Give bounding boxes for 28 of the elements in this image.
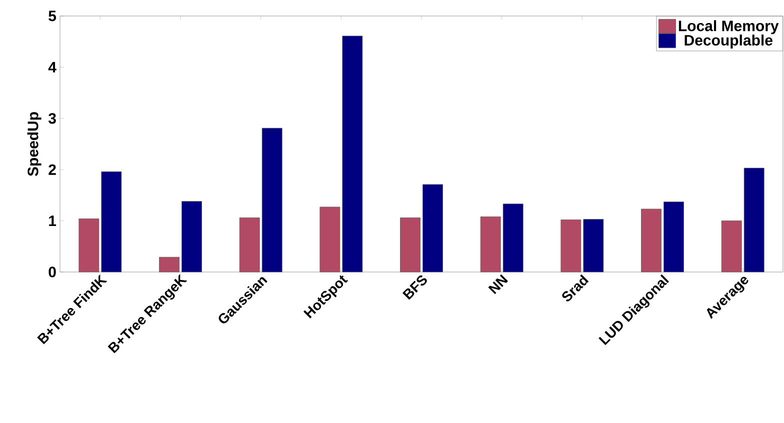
bar bbox=[502, 204, 524, 272]
bar bbox=[641, 208, 662, 272]
bar bbox=[664, 202, 684, 272]
bar bbox=[182, 201, 202, 272]
bar bbox=[101, 171, 122, 272]
bar bbox=[422, 184, 443, 272]
bar bbox=[239, 218, 260, 272]
y-tick-label: 5 bbox=[48, 10, 56, 22]
bar bbox=[320, 206, 340, 272]
y-axis-title: SpeedUp bbox=[27, 112, 42, 176]
x-tick-label: NN bbox=[488, 274, 508, 294]
bar bbox=[78, 218, 100, 272]
legend-label: Decouplable bbox=[684, 34, 772, 49]
legend-label: Local Memory bbox=[678, 20, 779, 34]
bar bbox=[400, 218, 420, 272]
y-tick-label: 3 bbox=[48, 113, 56, 124]
bar bbox=[721, 220, 742, 272]
bar bbox=[560, 220, 582, 272]
y-tick-label: 1 bbox=[49, 216, 56, 226]
bar bbox=[744, 168, 764, 272]
bar bbox=[480, 216, 501, 272]
bar bbox=[342, 36, 363, 272]
bar bbox=[583, 219, 604, 272]
y-tick-label: 0 bbox=[48, 266, 56, 278]
bar bbox=[159, 256, 180, 272]
y-tick-label: 4 bbox=[48, 62, 56, 72]
bar bbox=[262, 128, 282, 272]
y-tick-label: 2 bbox=[48, 164, 56, 175]
